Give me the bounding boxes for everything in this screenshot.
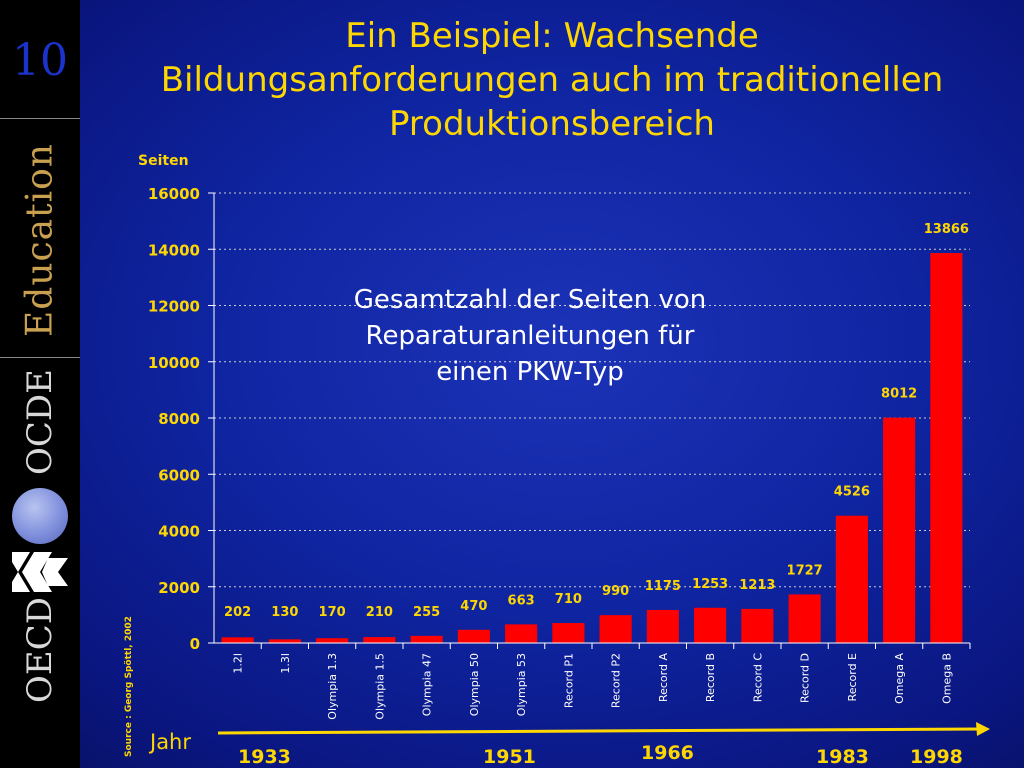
timeline-arrow [217, 722, 990, 736]
x-tick-label: Omega B [940, 653, 953, 704]
x-tick-label: Omega A [893, 653, 906, 704]
x-tick-label: Record P2 [610, 653, 623, 708]
bar [835, 515, 868, 643]
timeline-label: Jahr [148, 730, 191, 754]
chart-annotation: Gesamtzahl der Seiten von Reparaturanlei… [300, 282, 760, 390]
timeline-year: 1951 [483, 746, 536, 768]
bar-value-label: 1253 [692, 577, 728, 592]
y-tick-label: 2000 [158, 579, 200, 597]
sidebar: 10 Education OCDE OECD [0, 0, 80, 768]
x-tick-label: 1.2l [232, 653, 245, 674]
bar-value-label: 990 [602, 584, 629, 599]
bar [741, 608, 774, 643]
x-tick-label: Record B [704, 653, 717, 702]
x-tick-label: Record D [799, 653, 812, 703]
x-tick-label: Olympia 47 [421, 653, 434, 716]
x-tick-label: Record E [846, 653, 859, 702]
source-note: Source : Georg Spöttl, 2002 [124, 616, 134, 757]
bar [363, 637, 396, 643]
x-tick-label: Record A [657, 653, 670, 703]
bar-value-label: 170 [319, 605, 346, 620]
y-tick-label: 12000 [148, 298, 200, 316]
bar-value-label: 8012 [881, 387, 917, 402]
x-tick-label: Record C [751, 653, 764, 703]
bar [221, 637, 254, 643]
annotation-line: Reparaturanleitungen für [365, 321, 695, 351]
sidebar-divider [0, 357, 80, 358]
annotation-line: einen PKW-Typ [436, 357, 624, 387]
bar-value-label: 202 [224, 605, 251, 620]
y-tick-label: 4000 [158, 523, 200, 541]
bar-value-label: 663 [508, 593, 535, 608]
bar-value-label: 1727 [787, 563, 823, 578]
bar-value-label: 470 [460, 599, 487, 614]
bar-value-label: 1175 [645, 579, 681, 594]
timeline-year: 1966 [641, 742, 694, 764]
timeline-year: 1983 [816, 746, 869, 768]
bar [410, 635, 443, 643]
bar-value-label: 13866 [924, 222, 969, 237]
title-line: Ein Beispiel: Wachsende [345, 16, 759, 56]
x-axis-ticks: 1.2l 1.3l Olympia 1.3 Olympia 1.5 Olympia 47… [232, 643, 971, 720]
x-tick-label: Olympia 50 [468, 653, 481, 716]
bar-value-label: 255 [413, 605, 440, 620]
bar [457, 629, 490, 643]
y-tick-label: 0 [190, 635, 200, 653]
bar-value-label: 710 [555, 592, 582, 607]
x-tick-label: 1.3l [279, 653, 292, 674]
y-tick-label: 6000 [158, 466, 200, 484]
bar [552, 623, 585, 643]
title-line: Produktionsbereich [389, 104, 715, 144]
timeline-year: 1933 [238, 746, 291, 768]
bar [646, 609, 679, 643]
oecd-circle-icon [12, 488, 68, 544]
bar [268, 639, 301, 643]
timeline-year: 1998 [910, 746, 963, 768]
oecd-chevron-icon [12, 552, 68, 592]
bar [788, 594, 821, 643]
title-line: Bildungsanforderungen auch im traditione… [160, 60, 944, 100]
x-tick-label: Record P1 [562, 653, 575, 708]
annotation-line: Gesamtzahl der Seiten von [353, 285, 707, 315]
bar-value-label: 4526 [834, 485, 870, 500]
bar [694, 607, 727, 643]
y-axis-label: Seiten [138, 153, 189, 169]
x-tick-label: Olympia 53 [515, 653, 528, 716]
bar-value-label: 210 [366, 605, 393, 620]
bar [883, 417, 916, 643]
x-tick-label: Olympia 1.3 [326, 653, 339, 720]
bar [599, 615, 632, 643]
value-labels: 202 130 170 210 255 470 663 710 990 1175 1253 1213 1… [224, 222, 969, 620]
bar [316, 638, 349, 643]
bar [930, 253, 963, 644]
y-tick-label: 14000 [148, 241, 200, 259]
bars [221, 253, 963, 644]
slide-number: 10 [12, 35, 68, 86]
y-tick-label: 8000 [158, 410, 200, 428]
y-tick-label: 16000 [148, 185, 200, 203]
y-axis-ticks: 0 2000 4000 6000 8000 10000 12000 14000 16000 [148, 185, 214, 653]
sidebar-divider [0, 118, 80, 119]
x-tick-label: Olympia 1.5 [373, 653, 386, 720]
bar-value-label: 130 [271, 605, 298, 620]
bar-value-label: 1213 [739, 578, 775, 593]
bar [505, 624, 538, 643]
slide-title: Ein Beispiel: Wachsende Bildungsanforder… [80, 14, 1024, 146]
y-tick-label: 10000 [148, 354, 200, 372]
